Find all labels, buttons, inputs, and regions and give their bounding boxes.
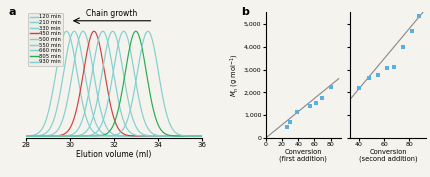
X-axis label: Conversion
(second addition): Conversion (second addition): [359, 149, 417, 162]
Point: [293, 110, 300, 113]
Point: [283, 125, 290, 128]
Point: [383, 67, 390, 70]
Point: [327, 85, 334, 88]
Text: Chain growth: Chain growth: [86, 9, 137, 18]
Point: [313, 101, 319, 104]
Point: [399, 45, 406, 48]
Point: [366, 76, 372, 79]
Point: [307, 105, 314, 107]
Point: [286, 121, 293, 124]
Text: a: a: [8, 7, 16, 17]
Legend: 120 min, 210 min, 330 min, 450 min, 500 min, 550 min, 660 min, 805 min, 930 min: 120 min, 210 min, 330 min, 450 min, 500 …: [28, 13, 63, 66]
Point: [319, 97, 326, 99]
X-axis label: Conversion
(first addition): Conversion (first addition): [280, 149, 327, 162]
Point: [391, 66, 398, 69]
X-axis label: Elution volume (ml): Elution volume (ml): [76, 150, 151, 159]
Point: [416, 14, 423, 17]
Point: [356, 86, 362, 89]
Point: [408, 29, 415, 32]
Text: b: b: [242, 7, 249, 17]
Y-axis label: $M_n$ (g mol$^{-1}$): $M_n$ (g mol$^{-1}$): [229, 54, 241, 97]
Point: [375, 74, 381, 77]
